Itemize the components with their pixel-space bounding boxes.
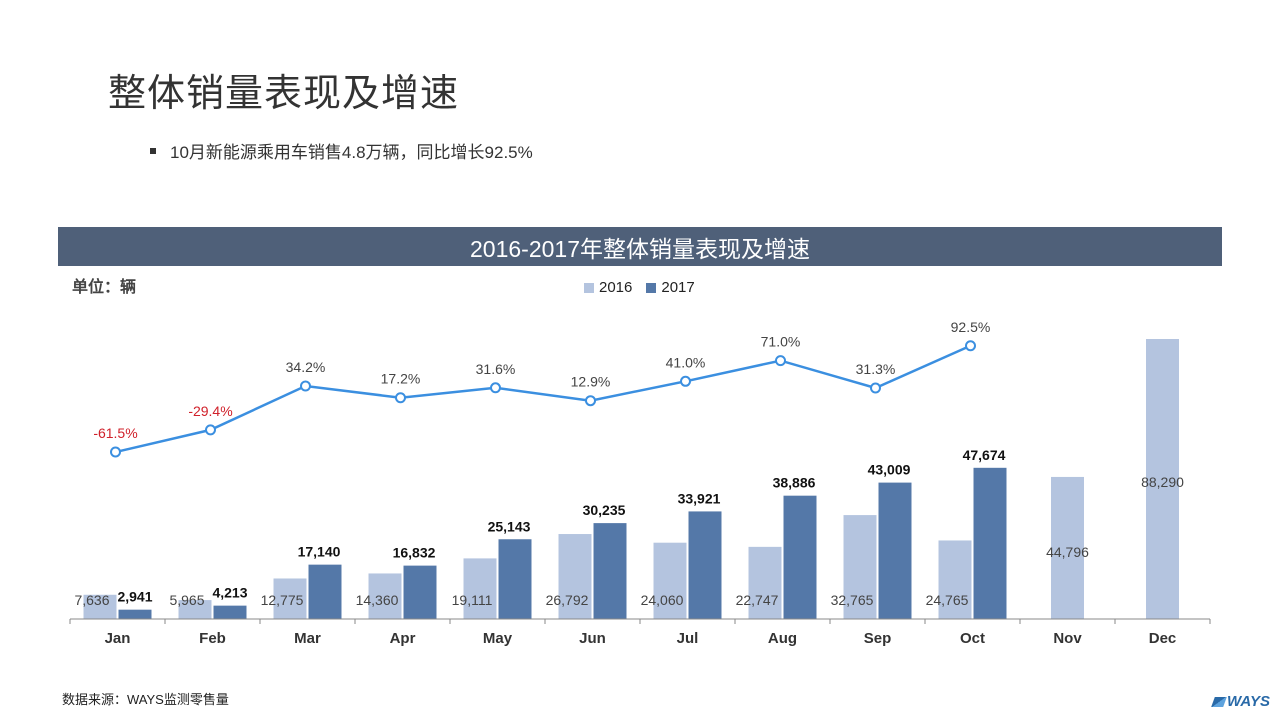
bar-label-2017-May: 25,143 [488,518,531,534]
growth-point-Feb [205,424,216,436]
bar-label-2017-Oct: 47,674 [963,447,1006,463]
growth-point-Aug [775,355,786,367]
unit-label: 单位：辆 [72,279,137,296]
legend-item-2016: 2016 [584,279,632,296]
x-tick-label-Feb: Feb [199,630,226,647]
bar-2016-Jul [653,542,687,619]
bar-2016-Jan [83,594,117,619]
bar-2017-Oct [973,467,1007,619]
growth-point-May [490,382,501,394]
ways-logo-icon [1211,696,1227,707]
x-tick-label-Jun: Jun [579,630,606,647]
bar-2017-Jul [688,511,722,619]
bar-label-2017-Jan: 2,941 [117,589,152,605]
bar-2017-Jun [593,523,627,619]
brand-logo: WAYS [1211,693,1271,710]
bar-label-2016-Mar: 12,775 [261,592,304,608]
bar-label-2016-Nov: 44,796 [1046,544,1089,560]
bar-label-2017-Mar: 17,140 [298,544,341,560]
growth-point-Sep [870,382,881,394]
bar-label-2016-Jan: 7,636 [74,592,109,608]
legend-label-2016: 2016 [599,279,633,296]
bar-2017-Aug [783,495,817,619]
legend-swatch-2016 [584,282,594,293]
legend-label-2017: 2017 [661,279,695,296]
bar-2017-Feb [213,605,247,619]
bar-label-2016-Jul: 24,060 [641,592,684,608]
bar-2017-Sep [878,482,912,619]
bar-label-2016-May: 19,111 [452,592,493,608]
x-tick-label-Aug: Aug [768,630,797,647]
growth-label-Jul: 41.0% [666,354,706,370]
bar-2016-Nov [1051,476,1084,619]
bar-2016-Oct [938,540,972,619]
growth-label-Jan: -61.5% [93,425,137,441]
bar-2016-Aug [748,546,782,619]
bar-2017-Jan [118,609,152,619]
bar-label-2017-Jun: 30,235 [583,502,626,518]
growth-line [115,344,972,454]
bar-label-2017-Aug: 38,886 [773,475,816,491]
x-tick-label-Nov: Nov [1053,630,1082,647]
bar-label-2017-Apr: 16,832 [393,545,436,561]
bar-2017-Mar [308,564,342,619]
growth-point-Jun [585,395,596,407]
summary-bullet: 10月新能源乘用车销售4.8万辆，同比增长92.5% [150,138,533,163]
bar-2016-Sep [843,515,877,619]
bar-2016-Jun [558,534,592,619]
page-title: 整体销量表现及增速 [108,73,460,115]
growth-label-Oct: 92.5% [951,319,991,335]
growth-label-Sep: 31.3% [856,361,896,377]
bar-label-2016-Aug: 22,747 [736,592,779,608]
growth-point-Jan [110,446,121,458]
chart-title-banner: 2016-2017年整体销量表现及增速 [58,227,1222,266]
growth-point-Mar [300,380,311,392]
summary-text: 10月新能源乘用车销售4.8万辆，同比增长92.5% [170,143,533,162]
growth-label-Jun: 12.9% [571,374,611,390]
bar-label-2016-Feb: 5,965 [169,592,204,608]
bar-2016-Mar [273,578,307,619]
bar-label-2017-Sep: 43,009 [868,462,911,478]
x-tick-label-May: May [483,630,513,647]
bar-label-2016-Sep: 32,765 [831,592,874,608]
x-tick-label-Dec: Dec [1149,630,1177,647]
bar-label-2017-Feb: 4,213 [212,585,247,601]
bar-2017-Apr [403,565,437,619]
x-tick-label-Mar: Mar [294,630,321,647]
bar-2016-Apr [368,573,402,619]
x-tick-label-Apr: Apr [390,630,416,647]
brand-text: WAYS [1227,693,1271,710]
legend-swatch-2017 [646,282,657,293]
bullet-icon [150,147,156,154]
growth-label-Aug: 71.0% [761,334,801,350]
growth-label-Feb: -29.4% [188,403,232,419]
x-tick-label-Jul: Jul [677,630,699,647]
legend-item-2017: 2017 [646,279,695,296]
growth-label-May: 31.6% [476,361,516,377]
x-tick-label-Oct: Oct [960,630,985,647]
bar-label-2016-Jun: 26,792 [546,592,589,608]
growth-label-Apr: 17.2% [381,371,421,387]
bar-label-2016-Dec: 88,290 [1141,474,1184,490]
growth-point-Oct [965,340,976,352]
chart-legend: 2016 2017 [584,279,709,296]
bar-2017-May [498,539,532,619]
bar-label-2017-Jul: 33,921 [678,490,721,506]
bar-2016-Feb [178,600,212,619]
growth-point-Jul [680,375,691,387]
bar-2016-Dec [1146,339,1179,619]
x-tick-label-Jan: Jan [105,630,131,647]
bar-2016-May [463,558,497,619]
bar-label-2016-Apr: 14,360 [356,592,399,608]
x-tick-label-Sep: Sep [864,630,892,647]
bar-label-2016-Oct: 24,765 [926,592,969,608]
growth-point-Apr [395,392,406,404]
growth-label-Mar: 34.2% [286,359,326,375]
chart-title: 2016-2017年整体销量表现及增速 [470,235,810,262]
source-note: 数据来源：WAYS监测零售量 [62,692,229,707]
